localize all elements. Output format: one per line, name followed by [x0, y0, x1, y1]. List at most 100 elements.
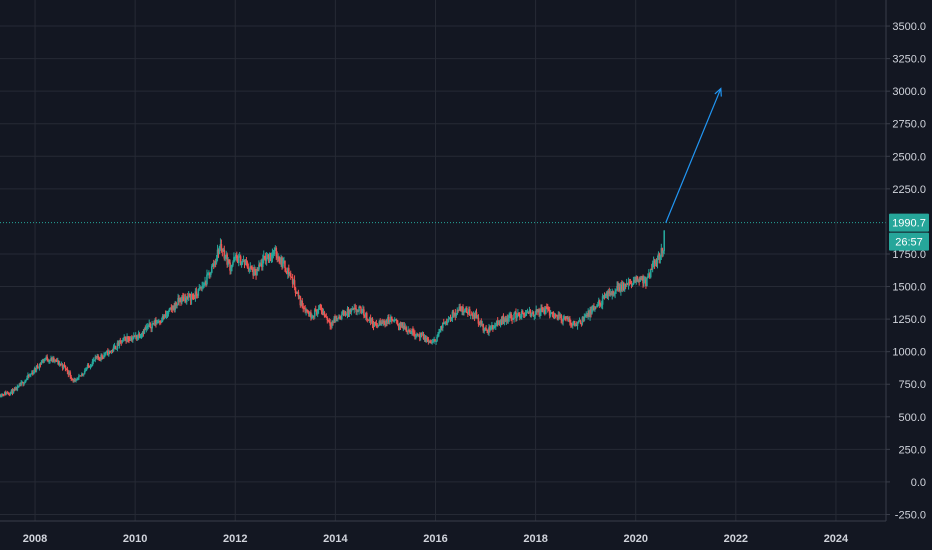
candle-body: [485, 328, 487, 330]
candle-body: [282, 261, 284, 267]
candle-body: [357, 310, 359, 312]
candle-body: [127, 336, 129, 340]
candle-body: [408, 329, 410, 331]
candle-body: [178, 298, 180, 302]
candle-body: [363, 309, 365, 316]
candle-body: [425, 338, 428, 342]
candle-body: [587, 310, 589, 316]
candle-body: [516, 314, 518, 319]
candle-body: [75, 379, 77, 381]
candle-body: [433, 339, 435, 342]
candle-body: [530, 313, 533, 317]
candle-body: [83, 370, 86, 374]
candle-body: [214, 261, 217, 263]
candle-body: [324, 315, 327, 318]
candle-body: [139, 335, 142, 338]
candle-body: [209, 272, 211, 276]
candle-body: [118, 340, 121, 346]
candle-body: [335, 317, 337, 322]
candle-body: [448, 317, 451, 319]
candle-body: [170, 307, 173, 309]
candle-body: [560, 314, 563, 320]
candle-body: [417, 334, 420, 336]
candle-body: [222, 249, 225, 252]
candle-body: [295, 293, 298, 295]
price-axis[interactable]: 3500.0 3250.0 3000.0 2750.0 2500.0 2250.0 1750…: [886, 21, 926, 521]
candle-body: [345, 314, 348, 316]
candle-body: [618, 287, 620, 291]
candle-body: [602, 295, 605, 297]
candle-body: [136, 336, 139, 339]
candle-body: [48, 360, 50, 362]
candle-body: [194, 291, 197, 299]
candle-body: [559, 314, 562, 316]
candle-body: [340, 314, 343, 319]
candle-body: [164, 314, 167, 316]
candle-body: [279, 261, 281, 263]
candle-body: [519, 316, 521, 318]
candle-body: [22, 381, 24, 385]
candle-body: [199, 286, 202, 289]
candle-body: [428, 340, 431, 343]
x-tick-label: 2016: [423, 533, 447, 545]
candle-body: [510, 313, 512, 319]
candle-body: [59, 363, 62, 365]
candle-body: [358, 306, 360, 312]
candle-body: [46, 356, 48, 361]
candle-body: [459, 306, 461, 311]
projection-arrow-line[interactable]: [665, 88, 722, 223]
candle-body: [190, 295, 193, 301]
candle-body: [585, 315, 588, 317]
candle-body: [226, 254, 228, 265]
candle-body: [162, 316, 165, 319]
candle-body: [275, 247, 278, 257]
candle-body: [181, 296, 183, 303]
candle-body: [348, 310, 351, 314]
candle-body: [124, 337, 126, 339]
candle-body: [496, 320, 499, 325]
candle-body: [40, 362, 43, 365]
candle-body: [241, 260, 244, 262]
candle-body: [657, 253, 660, 259]
candle-body: [227, 259, 229, 265]
time-axis[interactable]: 2008 2010 2012 2014 2016 2018 2020 2022 2024: [23, 533, 849, 545]
candle-body: [133, 335, 136, 338]
candle-body: [645, 279, 647, 286]
candle-body: [460, 310, 462, 312]
candle-body: [37, 367, 40, 369]
candle-body: [457, 309, 460, 311]
candle-body: [171, 308, 174, 310]
candle-body: [414, 333, 416, 337]
candle-body: [567, 318, 569, 321]
candle-body: [343, 311, 346, 316]
candle-body: [225, 254, 228, 257]
candle-body: [107, 350, 110, 356]
candle-body: [147, 325, 150, 327]
candle-body: [287, 268, 289, 274]
candle-body: [470, 314, 473, 316]
candle-body: [245, 260, 248, 263]
candle-body: [119, 340, 122, 342]
candle-body: [307, 310, 309, 313]
y-tick-label: 3500.0: [892, 21, 926, 33]
candle-body: [607, 291, 610, 297]
candle-body: [583, 317, 586, 321]
candle-body: [410, 332, 412, 334]
candle-body: [497, 320, 500, 325]
candle-body: [468, 309, 471, 316]
candle-body: [353, 307, 356, 310]
candle-body: [523, 314, 526, 316]
candle-body: [578, 320, 581, 322]
candle-body: [310, 312, 312, 318]
candle-body: [247, 267, 250, 270]
candle-body: [545, 306, 547, 314]
candle-body: [151, 323, 153, 329]
candle-body: [552, 313, 555, 315]
candle-body: [64, 365, 67, 369]
candle-body: [266, 255, 269, 258]
candle-body: [31, 372, 34, 374]
candle-body: [648, 273, 650, 277]
last-price-badges: 1990.7 26:57: [889, 213, 929, 251]
